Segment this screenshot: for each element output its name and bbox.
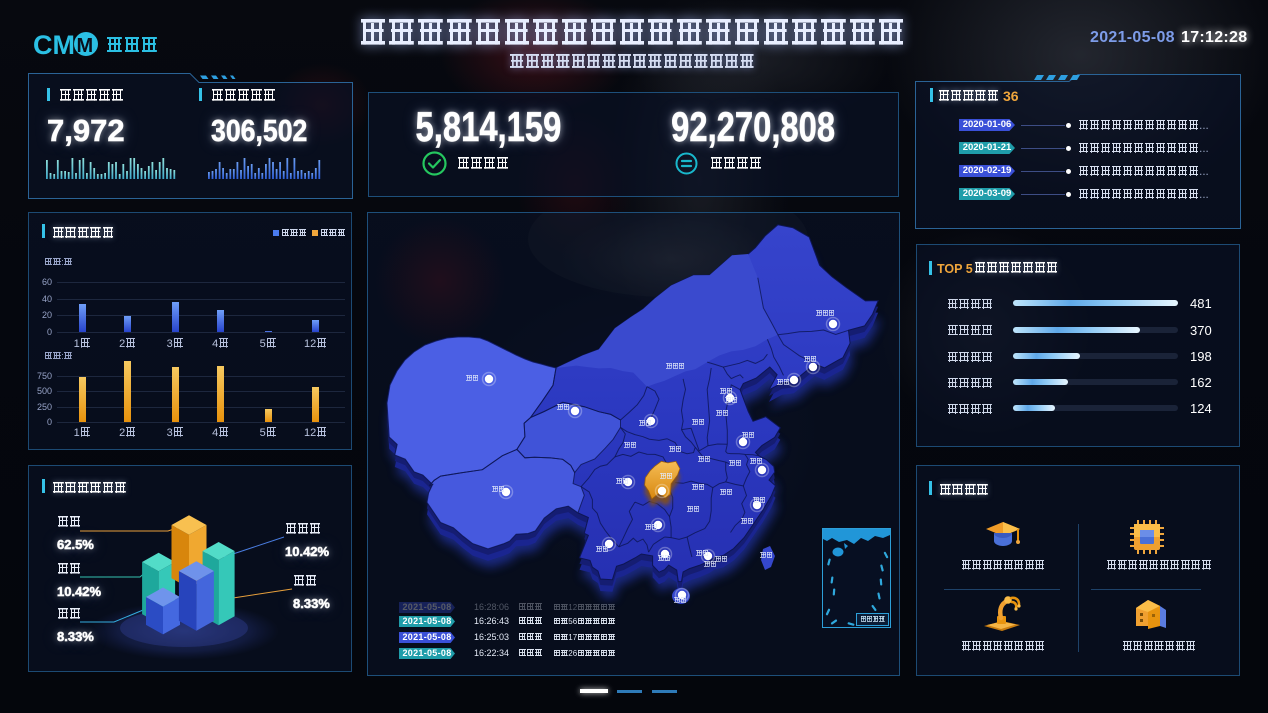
svg-text:M: M — [77, 35, 94, 57]
svg-text:CM: CM — [33, 30, 75, 60]
